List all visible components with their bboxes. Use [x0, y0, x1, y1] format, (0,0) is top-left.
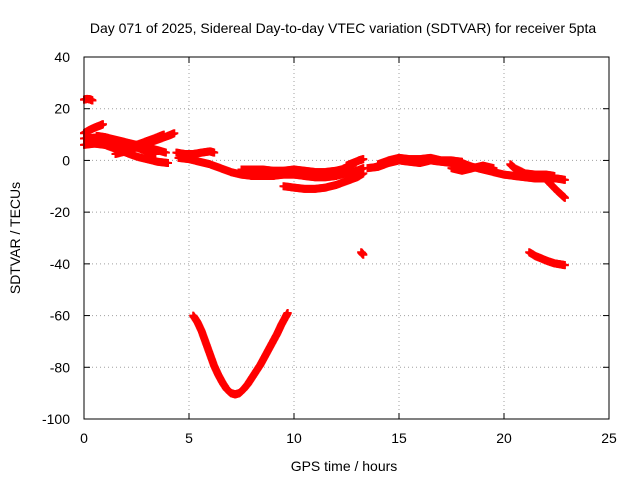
- data-series: [80, 94, 569, 399]
- data-point: [170, 129, 179, 138]
- x-tick-label: 0: [80, 430, 88, 446]
- data-point: [164, 159, 172, 168]
- x-axis-label: GPS time / hours: [291, 458, 398, 474]
- series-arc-16: [374, 153, 466, 169]
- data-point: [159, 130, 168, 139]
- y-axis-ticks: -100 -80 -60 -40 -20 0 20 40: [42, 49, 609, 427]
- series-arc-21: [525, 248, 569, 270]
- series-arc-14: [357, 248, 368, 259]
- data-point: [489, 164, 498, 173]
- series-arc-20: [539, 173, 569, 202]
- data-point: [161, 148, 170, 157]
- data-point: [143, 143, 151, 152]
- y-tick-label: 0: [62, 152, 70, 168]
- y-tick-label: 40: [54, 49, 70, 65]
- data-point: [359, 250, 368, 259]
- series-arc-8: [101, 139, 151, 152]
- data-point: [550, 171, 559, 180]
- data-point: [560, 175, 569, 184]
- series-arc-9: [172, 147, 219, 158]
- x-tick-label: 15: [391, 430, 407, 446]
- y-tick-label: -100: [42, 411, 70, 427]
- series-arc-13: [342, 155, 368, 170]
- data-point: [560, 193, 569, 202]
- data-point: [283, 308, 292, 317]
- y-tick-label: -40: [50, 256, 70, 272]
- data-point: [560, 261, 569, 270]
- chart-title: Day 071 of 2025, Sidereal Day-to-day VTE…: [90, 20, 597, 36]
- x-tick-label: 25: [601, 430, 617, 446]
- series-arc-18: [447, 161, 498, 175]
- series-arc-22: [189, 308, 292, 399]
- data-point: [88, 96, 97, 105]
- plot-border: [83, 56, 610, 420]
- y-tick-label: -80: [50, 359, 70, 375]
- x-tick-label: 10: [286, 430, 302, 446]
- y-axis-label: SDTVAR / TECUs: [7, 182, 23, 294]
- y-tick-label: -60: [50, 308, 70, 324]
- data-point: [359, 155, 368, 164]
- data-point: [210, 148, 219, 157]
- grid: [84, 57, 609, 419]
- series-arc-12: [279, 169, 368, 193]
- y-tick-label: -20: [50, 204, 70, 220]
- data-point: [359, 169, 368, 178]
- data-point: [98, 120, 107, 129]
- x-axis-ticks: 0 5 10 15 20 25: [80, 57, 617, 446]
- y-tick-label: 20: [54, 101, 70, 117]
- x-tick-label: 20: [496, 430, 512, 446]
- x-tick-label: 5: [185, 430, 193, 446]
